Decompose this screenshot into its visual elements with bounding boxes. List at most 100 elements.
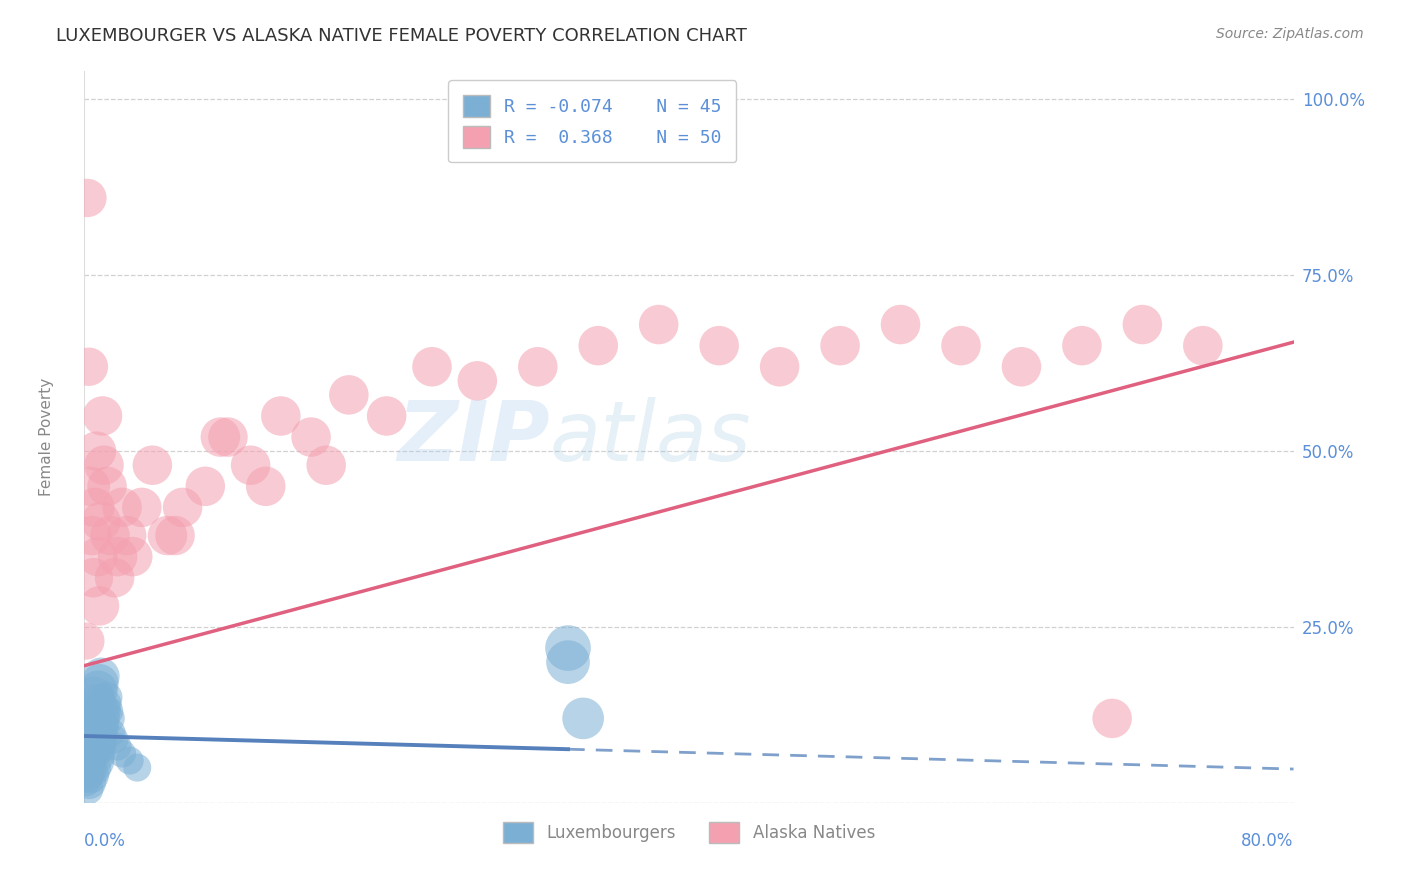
Point bbox=[420, 359, 443, 374]
Point bbox=[82, 571, 104, 585]
Point bbox=[80, 761, 103, 775]
Point bbox=[557, 655, 579, 669]
Point bbox=[93, 705, 115, 719]
Point bbox=[84, 711, 107, 725]
Point bbox=[165, 528, 187, 542]
Point bbox=[90, 718, 112, 732]
Point bbox=[98, 711, 121, 725]
Point bbox=[75, 761, 97, 775]
Point bbox=[194, 479, 217, 493]
Point bbox=[79, 747, 101, 761]
Point bbox=[1071, 339, 1094, 353]
Point bbox=[79, 479, 101, 493]
Point bbox=[76, 191, 98, 205]
Point bbox=[87, 549, 110, 564]
Point bbox=[337, 388, 360, 402]
Point bbox=[299, 430, 322, 444]
Point bbox=[90, 515, 112, 529]
Point bbox=[86, 739, 108, 754]
Point bbox=[76, 781, 98, 796]
Point bbox=[1101, 711, 1123, 725]
Point bbox=[121, 549, 143, 564]
Point bbox=[82, 690, 104, 705]
Text: 0.0%: 0.0% bbox=[84, 832, 127, 850]
Point bbox=[76, 767, 98, 781]
Point bbox=[209, 430, 232, 444]
Point bbox=[87, 732, 110, 747]
Point bbox=[527, 359, 550, 374]
Point bbox=[217, 430, 239, 444]
Point bbox=[75, 634, 97, 648]
Point bbox=[890, 318, 912, 332]
Point bbox=[1130, 318, 1153, 332]
Point bbox=[80, 739, 103, 754]
Point bbox=[107, 739, 129, 754]
Point bbox=[80, 528, 103, 542]
Point bbox=[648, 318, 671, 332]
Point bbox=[104, 571, 127, 585]
Point bbox=[254, 479, 277, 493]
Point bbox=[75, 774, 97, 789]
Point bbox=[77, 761, 100, 775]
Text: atlas: atlas bbox=[550, 397, 752, 477]
Point bbox=[375, 409, 398, 423]
Point bbox=[76, 732, 98, 747]
Point bbox=[830, 339, 852, 353]
Point bbox=[89, 599, 111, 613]
Point bbox=[76, 754, 98, 768]
Text: Female Poverty: Female Poverty bbox=[39, 378, 53, 496]
Point bbox=[86, 698, 108, 712]
Point bbox=[572, 711, 595, 725]
Point bbox=[84, 747, 107, 761]
Point bbox=[77, 739, 100, 754]
Point bbox=[91, 409, 114, 423]
Point bbox=[93, 458, 115, 473]
Text: ZIP: ZIP bbox=[398, 397, 550, 477]
Point bbox=[98, 528, 121, 542]
Point bbox=[1011, 359, 1033, 374]
Point bbox=[315, 458, 337, 473]
Point bbox=[588, 339, 610, 353]
Point bbox=[239, 458, 262, 473]
Point bbox=[131, 500, 153, 515]
Point bbox=[1192, 339, 1215, 353]
Point bbox=[84, 500, 107, 515]
Point bbox=[118, 754, 141, 768]
Point bbox=[97, 705, 120, 719]
Point bbox=[270, 409, 292, 423]
Point bbox=[90, 669, 112, 683]
Point bbox=[950, 339, 973, 353]
Point bbox=[127, 761, 149, 775]
Point bbox=[467, 374, 489, 388]
Point bbox=[709, 339, 731, 353]
Point bbox=[96, 479, 118, 493]
Text: 80.0%: 80.0% bbox=[1241, 832, 1294, 850]
Point bbox=[107, 549, 129, 564]
Point bbox=[91, 711, 114, 725]
Point bbox=[104, 732, 127, 747]
Point bbox=[769, 359, 792, 374]
Point bbox=[82, 725, 104, 739]
Point bbox=[79, 718, 101, 732]
Point bbox=[156, 528, 179, 542]
Point bbox=[96, 690, 118, 705]
Point bbox=[111, 500, 134, 515]
Point bbox=[89, 725, 111, 739]
Point bbox=[82, 754, 104, 768]
Point bbox=[75, 747, 97, 761]
Point bbox=[87, 683, 110, 698]
Point bbox=[141, 458, 163, 473]
Point bbox=[77, 711, 100, 725]
Text: Source: ZipAtlas.com: Source: ZipAtlas.com bbox=[1216, 27, 1364, 41]
Point bbox=[115, 528, 138, 542]
Point bbox=[77, 359, 100, 374]
Point bbox=[172, 500, 194, 515]
Point bbox=[111, 747, 134, 761]
Point bbox=[86, 444, 108, 458]
Point bbox=[94, 698, 117, 712]
Text: LUXEMBOURGER VS ALASKA NATIVE FEMALE POVERTY CORRELATION CHART: LUXEMBOURGER VS ALASKA NATIVE FEMALE POV… bbox=[56, 27, 747, 45]
Point bbox=[77, 774, 100, 789]
Point bbox=[80, 705, 103, 719]
Point bbox=[89, 676, 111, 690]
Point bbox=[100, 725, 122, 739]
